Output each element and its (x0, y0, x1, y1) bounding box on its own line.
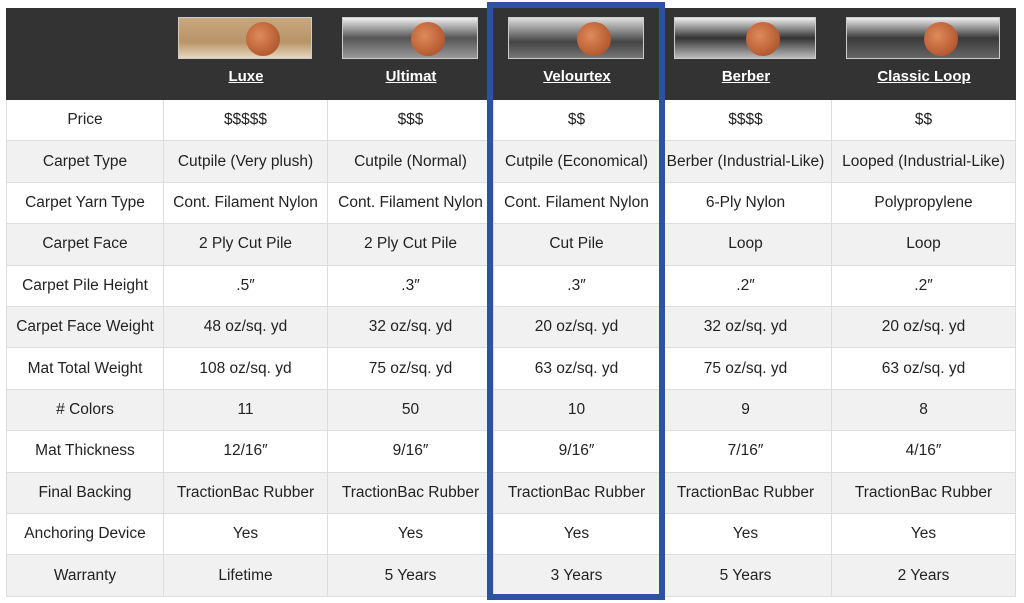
cell-value: TractionBac Rubber (660, 472, 832, 514)
cell-value: Yes (660, 514, 832, 556)
cell-value: TractionBac Rubber (494, 472, 660, 514)
cell-value: Berber (Industrial-Like) (660, 141, 832, 183)
cell-value: 2 Years (832, 555, 1016, 597)
cell-value: 20 oz/sq. yd (832, 307, 1016, 349)
cell-value: Lifetime (164, 555, 328, 597)
cell-value: Cutpile (Normal) (328, 141, 494, 183)
row-label: Carpet Type (6, 141, 164, 183)
cell-value: 75 oz/sq. yd (660, 348, 832, 390)
cell-value: Cut Pile (494, 224, 660, 266)
row-label: Carpet Face Weight (6, 307, 164, 349)
cell-value: 9/16″ (328, 431, 494, 473)
cell-value: 5 Years (660, 555, 832, 597)
cell-value: TractionBac Rubber (832, 472, 1016, 514)
cell-value: 11 (164, 389, 328, 432)
cell-value: Cont. Filament Nylon (494, 182, 660, 225)
cell-value: 9 (660, 389, 832, 432)
cell-value: .2″ (660, 265, 832, 307)
column-name[interactable]: Velourtex (543, 68, 611, 85)
row-label: Price (6, 100, 164, 142)
cell-value: 4/16″ (832, 431, 1016, 473)
cell-value: Polypropylene (832, 182, 1016, 225)
cell-value: Loop (832, 224, 1016, 266)
cell-value: 75 oz/sq. yd (328, 348, 494, 390)
column-name[interactable]: Ultimat (385, 68, 437, 85)
cell-value: 32 oz/sq. yd (328, 307, 494, 349)
cell-value: .3″ (328, 265, 494, 307)
penny (746, 22, 780, 56)
cell-value: Yes (164, 514, 328, 556)
cell-value: Yes (494, 514, 660, 556)
column-name[interactable]: Luxe (228, 68, 264, 85)
row-label: Carpet Face (6, 224, 164, 266)
cell-value: Loop (660, 224, 832, 266)
cell-value: 20 oz/sq. yd (494, 307, 660, 349)
column-name[interactable]: Berber (721, 68, 771, 85)
cell-value: 5 Years (328, 555, 494, 597)
cell-value: 12/16″ (164, 431, 328, 473)
cell-value: 3 Years (494, 555, 660, 597)
cell-value: 48 oz/sq. yd (164, 307, 328, 349)
cell-value: 7/16″ (660, 431, 832, 473)
column-name[interactable]: Classic Loop (877, 68, 971, 85)
cell-value: .2″ (832, 265, 1016, 307)
cell-value: Yes (328, 514, 494, 556)
cell-value: $$$$$ (164, 100, 328, 142)
cell-value: Cutpile (Economical) (494, 141, 660, 183)
product-image (178, 17, 312, 59)
cell-value: 10 (494, 389, 660, 432)
row-label: Warranty (6, 555, 164, 597)
cell-value: $$$$ (660, 100, 832, 142)
cell-value: 9/16″ (494, 431, 660, 473)
cell-value: 6-Ply Nylon (660, 182, 832, 225)
cell-value: Cutpile (Very plush) (164, 141, 328, 183)
cell-value: TractionBac Rubber (328, 472, 494, 514)
cell-value: $$ (832, 100, 1016, 142)
row-label: Final Backing (6, 472, 164, 514)
cell-value: $$$ (328, 100, 494, 142)
row-label: # Colors (6, 389, 164, 432)
cell-value: 108 oz/sq. yd (164, 348, 328, 390)
cell-value: 2 Ply Cut Pile (164, 224, 328, 266)
cell-value: 2 Ply Cut Pile (328, 224, 494, 266)
product-image (674, 17, 816, 59)
penny (246, 22, 280, 56)
product-image (846, 17, 1000, 59)
cell-value: Yes (832, 514, 1016, 556)
cell-value: TractionBac Rubber (164, 472, 328, 514)
row-label: Mat Total Weight (6, 348, 164, 390)
cell-value: $$ (494, 100, 660, 142)
row-label: Carpet Yarn Type (6, 182, 164, 225)
penny (577, 22, 611, 56)
cell-value: 32 oz/sq. yd (660, 307, 832, 349)
cell-value: 8 (832, 389, 1016, 432)
cell-value: .5″ (164, 265, 328, 307)
cell-value: 63 oz/sq. yd (494, 348, 660, 390)
penny (411, 22, 445, 56)
cell-value: Cont. Filament Nylon (164, 182, 328, 225)
row-label: Anchoring Device (6, 514, 164, 556)
penny (924, 22, 958, 56)
product-image (508, 17, 644, 59)
cell-value: Cont. Filament Nylon (328, 182, 494, 225)
cell-value: .3″ (494, 265, 660, 307)
cell-value: 63 oz/sq. yd (832, 348, 1016, 390)
cell-value: Looped (Industrial-Like) (832, 141, 1016, 183)
row-label: Carpet Pile Height (6, 265, 164, 307)
row-label: Mat Thickness (6, 431, 164, 473)
cell-value: 50 (328, 389, 494, 432)
product-image (342, 17, 478, 59)
